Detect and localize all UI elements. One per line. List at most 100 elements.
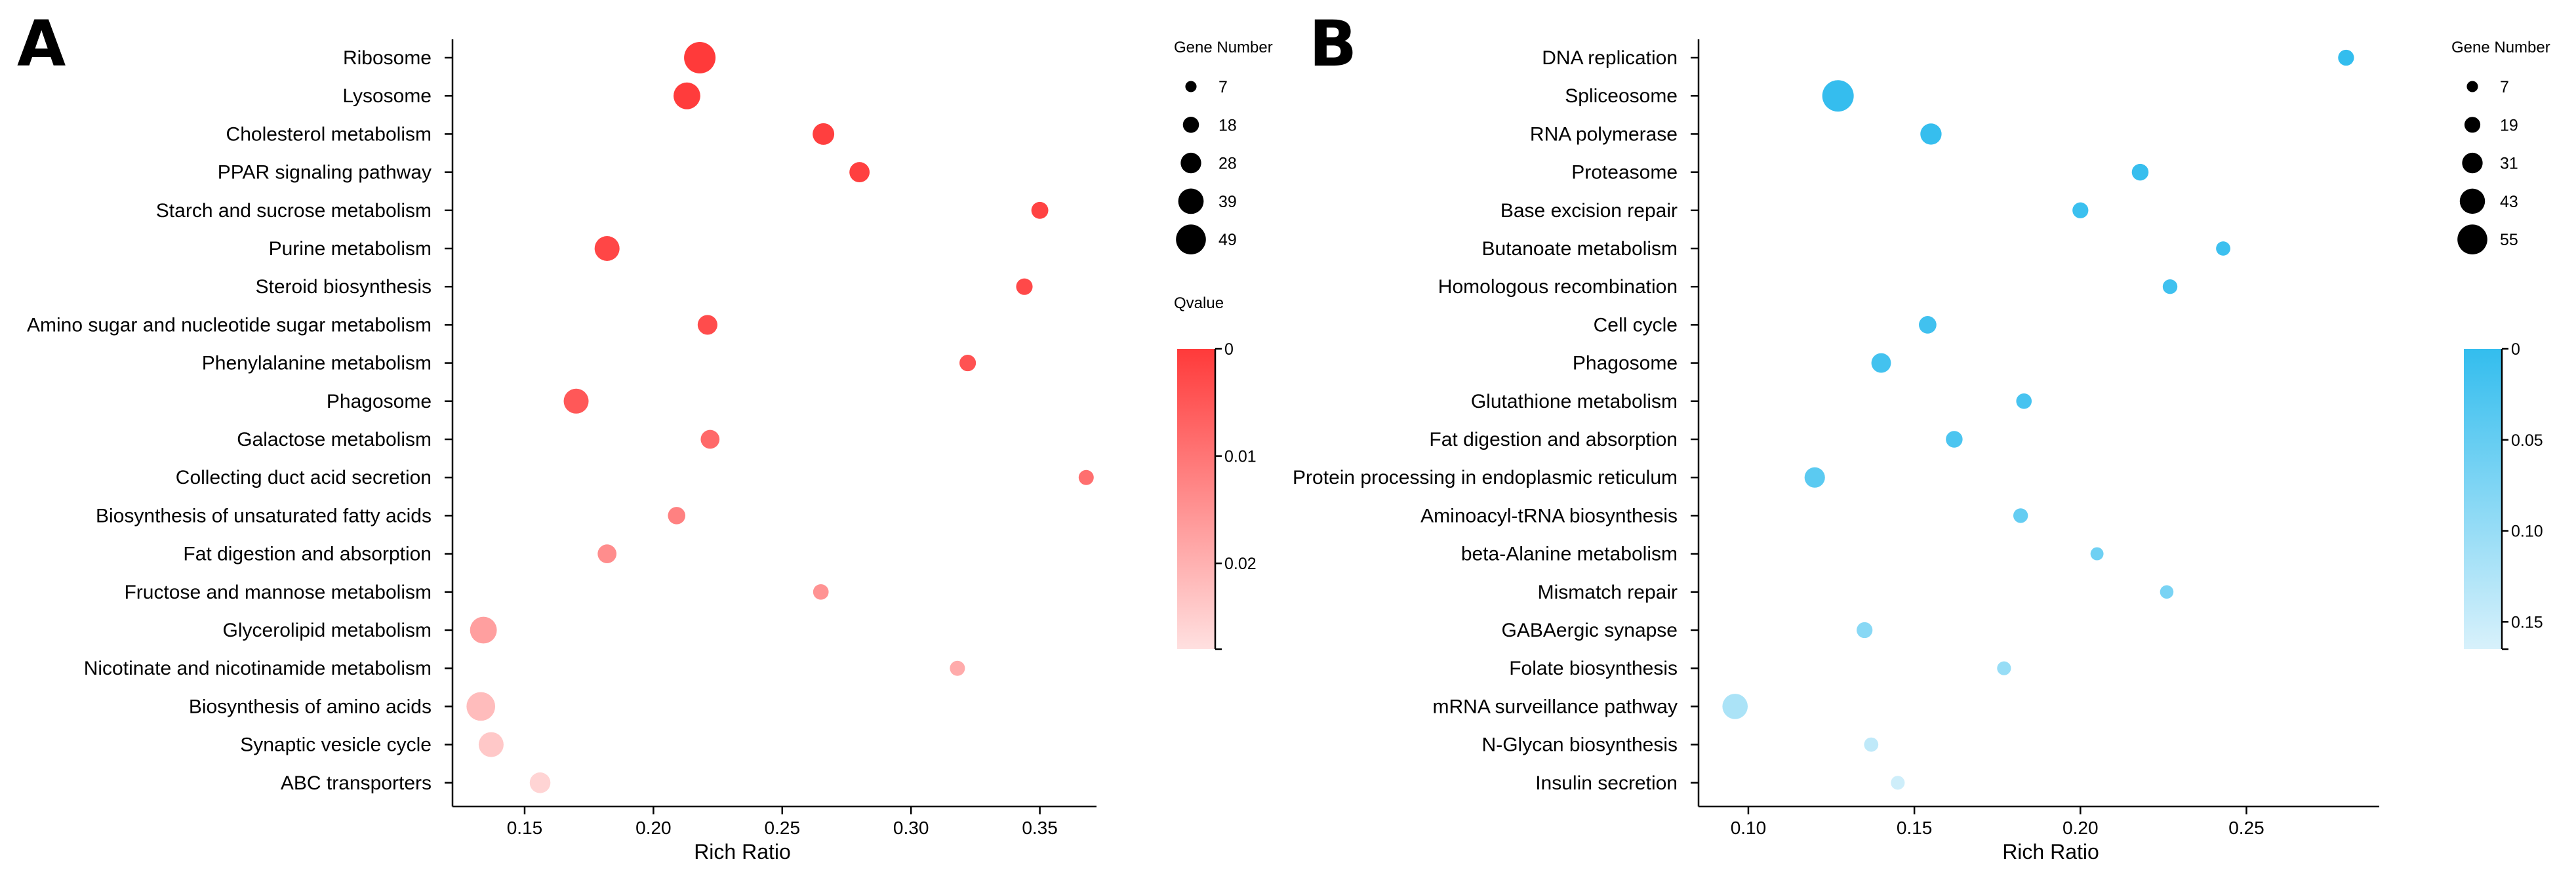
size-legend-dot [2462, 152, 2483, 174]
data-point [563, 388, 589, 414]
pathway-label: Lysosome [342, 85, 432, 107]
size-legend-label: 39 [1218, 193, 1237, 211]
color-bar-tick-label: 0.15 [2511, 613, 2543, 631]
pathway-label: Fat digestion and absorption [183, 544, 432, 565]
pathway-label: mRNA surveillance pathway [1433, 696, 1678, 717]
pathway-label: Amino sugar and nucleotide sugar metabol… [27, 314, 432, 336]
data-point [700, 429, 720, 449]
pathway-label: Phagosome [1573, 353, 1678, 374]
data-point [2016, 393, 2032, 409]
pathway-label: Starch and sucrose metabolism [156, 200, 432, 222]
data-point [597, 544, 617, 563]
pathway-label: Folate biosynthesis [1509, 658, 1678, 679]
pathway-label: Biosynthesis of unsaturated fatty acids [96, 505, 432, 527]
data-point [1864, 737, 1879, 752]
data-point [697, 315, 717, 335]
data-point [2162, 279, 2178, 294]
x-tick-label: 0.35 [1022, 818, 1058, 838]
color-bar-tick-label: 0.01 [1224, 448, 1257, 466]
pathway-label: Phenylalanine metabolism [202, 353, 432, 374]
pathway-label: Nicotinate and nicotinamide metabolism [84, 658, 432, 679]
data-point [2013, 508, 2028, 523]
data-point [684, 42, 716, 73]
data-point [950, 660, 965, 676]
pathway-label: ABC transporters [281, 772, 432, 794]
data-point [813, 123, 835, 145]
color-bar-tick-label: 0.10 [2511, 523, 2543, 541]
pathway-label: Protein processing in endoplasmic reticu… [1293, 467, 1678, 488]
x-tick-label: 0.15 [507, 818, 543, 838]
size-legend-label: 49 [1218, 231, 1237, 249]
pathway-label: Insulin secretion [1535, 772, 1678, 794]
panel-b-chart: B 0.10 0.15 0.20 0.25 Rich Ratio DNA replicat… [1293, 7, 2550, 864]
pathway-label: Cell cycle [1594, 314, 1678, 336]
data-point [1997, 661, 2011, 675]
x-axis-title: Rich Ratio [694, 840, 791, 864]
pathway-label: Steroid biosynthesis [256, 276, 432, 298]
data-point [2216, 241, 2230, 256]
data-point [2338, 49, 2354, 66]
data-point [1920, 123, 1942, 145]
pathway-label: N-Glycan biosynthesis [1482, 734, 1678, 756]
pathway-label: Glycerolipid metabolism [223, 620, 432, 641]
pathway-label: Fructose and mannose metabolism [124, 582, 432, 603]
data-point [849, 162, 870, 183]
size-legend-dot [2466, 81, 2478, 92]
x-tick-label: 0.15 [1897, 818, 1933, 838]
pathway-label: Fat digestion and absorption [1429, 429, 1678, 450]
pathway-label: Base excision repair [1500, 200, 1678, 222]
color-bar [2464, 349, 2502, 649]
data-point [674, 82, 700, 110]
data-point [2090, 547, 2104, 561]
pathway-label: GABAergic synapse [1502, 620, 1678, 641]
size-legend-dot [2459, 188, 2485, 214]
color-bar-tick-label: 0 [2511, 340, 2520, 359]
size-legend-dot [1178, 188, 1204, 214]
pathway-label: Cholesterol metabolism [226, 123, 432, 145]
data-point [959, 355, 976, 372]
data-point [2131, 163, 2149, 181]
data-point [1722, 694, 1748, 719]
data-point [1919, 316, 1937, 334]
size-legend-dot [2457, 224, 2487, 255]
data-point [466, 692, 496, 721]
size-legend-dot [1176, 224, 1206, 255]
data-point [1946, 431, 1963, 448]
color-bar-tick-label: 0.05 [2511, 431, 2543, 450]
pathway-label: Ribosome [343, 47, 432, 69]
color-bar-tick-label: 0.02 [1224, 555, 1257, 573]
pathway-label: Phagosome [327, 391, 432, 412]
color-bar [1177, 349, 1215, 649]
pathway-label: Glutathione metabolism [1471, 391, 1678, 412]
pathway-label: Biosynthesis of amino acids [189, 696, 432, 717]
pathway-label: Galactose metabolism [237, 429, 432, 450]
size-legend-dot [1185, 81, 1197, 92]
pathway-label: beta-Alanine metabolism [1461, 544, 1678, 565]
panel-letter-b: B [1309, 7, 1357, 81]
data-point [1804, 467, 1825, 488]
size-legend-dot [1182, 117, 1199, 133]
data-point [1822, 80, 1854, 112]
color-legend-title: Qvalue [1174, 294, 1224, 312]
data-point [1031, 201, 1049, 219]
pathway-label: Homologous recombination [1438, 276, 1678, 298]
x-tick-label: 0.25 [765, 818, 801, 838]
size-legend-label: 19 [2500, 116, 2518, 134]
data-point [2160, 585, 2174, 599]
x-tick-label: 0.25 [2228, 818, 2264, 838]
data-point [1857, 622, 1873, 639]
data-point [594, 236, 620, 261]
pathway-label: Mismatch repair [1538, 582, 1678, 603]
pathway-label: RNA polymerase [1530, 123, 1678, 145]
size-legend-label: 18 [1218, 116, 1237, 134]
data-point [1078, 469, 1094, 485]
x-tick-label: 0.20 [635, 818, 672, 838]
size-legend-label: 7 [1218, 78, 1228, 96]
x-tick-label: 0.20 [2063, 818, 2099, 838]
size-legend-label: 43 [2500, 193, 2518, 211]
size-legend-title: Gene Number [2451, 39, 2550, 56]
x-axis-title: Rich Ratio [2002, 840, 2099, 864]
data-point [1016, 278, 1033, 295]
data-point [1871, 353, 1891, 373]
